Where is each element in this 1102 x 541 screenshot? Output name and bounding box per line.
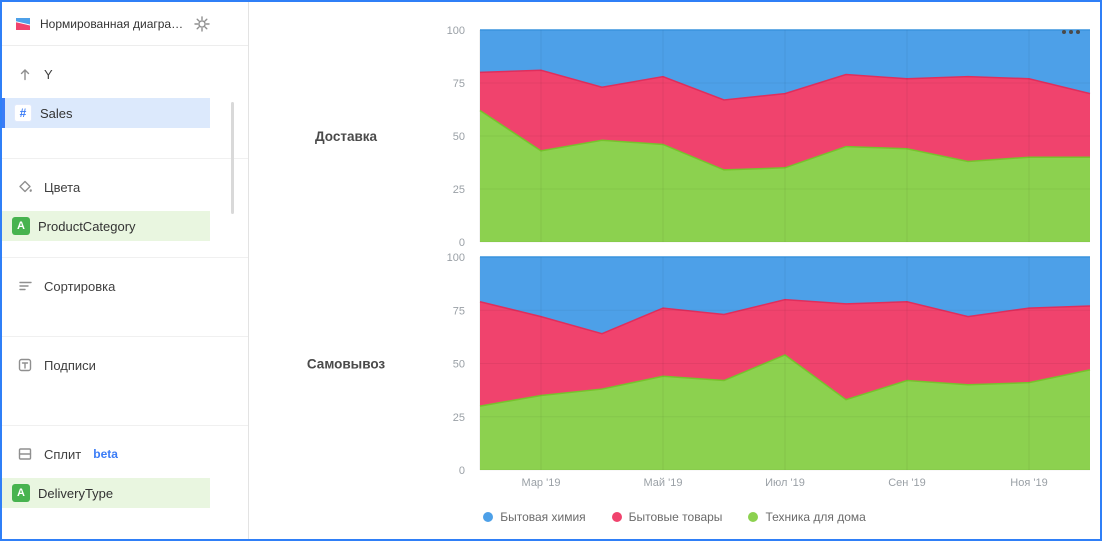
legend-label: Бытовая химия	[500, 510, 586, 524]
y-axis-tick-label: 75	[453, 305, 465, 317]
sort-icon	[16, 277, 34, 295]
legend-dot-icon	[611, 512, 622, 522]
section-sorting-header: Сортировка	[2, 274, 248, 298]
section-y-header: Y	[2, 62, 248, 86]
legend-item[interactable]: Бытовые товары	[611, 510, 723, 524]
field-productcategory-label: ProductCategory	[38, 218, 136, 234]
chart-area: 0 25 50 75 100 Доставка 0 25 50 75 100 Мар '19 Май …	[249, 2, 1100, 539]
string-field-icon: A	[12, 217, 30, 235]
number-field-icon: #	[14, 104, 32, 122]
section-labels-label: Подписи	[44, 357, 96, 373]
pickup-area-chart[interactable]: 0 25 50 75 100 Мар '19 Май '19 Июл '19 Сен '19 Но…	[249, 248, 1099, 498]
section-split: Сплит beta A DeliveryType	[2, 426, 248, 524]
y-axis-tick-label: 100	[447, 25, 465, 37]
section-y-label: Y	[44, 66, 53, 82]
field-deliverytype-label: DeliveryType	[38, 485, 114, 501]
legend-dot-icon	[483, 512, 494, 522]
field-productcategory[interactable]: A ProductCategory	[2, 211, 210, 241]
beta-badge: beta	[93, 447, 118, 461]
chart-title: Нормированная диагра…	[40, 16, 184, 31]
y-axis-tick-label: 0	[459, 465, 465, 477]
legend-label: Бытовые товары	[628, 510, 723, 524]
section-y: Y # Sales	[2, 46, 248, 159]
delivery-area-chart[interactable]: 0 25 50 75 100 Доставка	[249, 4, 1099, 248]
section-split-header: Сплит beta	[2, 442, 248, 466]
legend-item[interactable]: Техника для дома	[748, 510, 866, 524]
section-colors-header: Цвета	[2, 175, 248, 199]
y-axis-tick-label: 100	[447, 252, 465, 264]
chart-legend: Бытовая химия Бытовые товары Техника для д…	[249, 510, 1100, 524]
x-axis-tick-label: Сен '19	[888, 477, 926, 489]
section-labels-header: Подписи	[2, 353, 248, 377]
legend-label: Техника для дома	[765, 510, 866, 524]
sidebar-scrollbar[interactable]	[231, 102, 234, 214]
x-axis-tick-label: Ноя '19	[1010, 477, 1047, 489]
legend-item[interactable]: Бытовая химия	[483, 510, 586, 524]
y-axis-tick-label: 25	[453, 184, 465, 196]
field-deliverytype[interactable]: A DeliveryType	[2, 478, 210, 508]
chart-row-label: Самовывоз	[307, 357, 385, 372]
y-axis-tick-label: 50	[453, 131, 465, 143]
field-sales[interactable]: # Sales	[2, 98, 210, 128]
sidebar: Нормированная диагра… Y # Sales	[2, 2, 249, 539]
section-split-label: Сплит	[44, 446, 82, 462]
y-axis-tick-label: 75	[453, 78, 465, 90]
chart-menu-button[interactable]	[1058, 26, 1084, 38]
string-field-icon: A	[12, 484, 30, 502]
section-sorting: Сортировка	[2, 258, 248, 337]
y-axis-tick-label: 0	[459, 237, 465, 248]
settings-gear-icon[interactable]	[193, 15, 211, 33]
legend-dot-icon	[748, 512, 759, 522]
y-axis-tick-label: 50	[453, 359, 465, 371]
arrow-up-icon	[16, 65, 34, 83]
section-sorting-label: Сортировка	[44, 278, 116, 294]
y-axis-tick-label: 25	[453, 412, 465, 424]
x-axis-tick-label: Мар '19	[522, 477, 561, 489]
chart-type-icon	[14, 15, 32, 33]
text-icon	[16, 356, 34, 374]
section-labels: Подписи	[2, 337, 248, 426]
sidebar-header: Нормированная диагра…	[2, 2, 248, 46]
section-colors-label: Цвета	[44, 179, 81, 195]
x-axis-tick-label: Май '19	[644, 477, 683, 489]
x-axis-tick-label: Июл '19	[765, 477, 805, 489]
field-sales-label: Sales	[40, 105, 73, 121]
chart-row-label: Доставка	[315, 129, 378, 144]
split-icon	[16, 445, 34, 463]
paint-icon	[16, 178, 34, 196]
section-colors: Цвета A ProductCategory	[2, 159, 248, 258]
